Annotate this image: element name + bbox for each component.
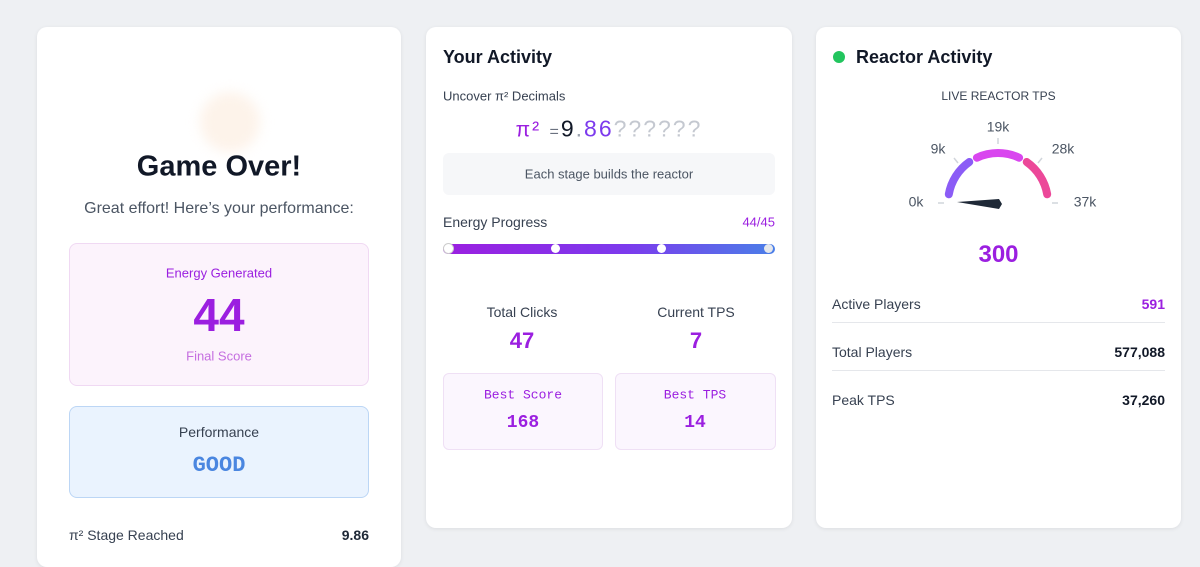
known-decimals: 86 <box>584 115 614 142</box>
note: Each stage builds the reactor <box>524 166 694 182</box>
blurred-icon <box>200 92 260 152</box>
gauge-segment <box>972 149 1024 162</box>
stage-label: π² Stage Reached <box>69 527 184 543</box>
stat-label: Current TPS <box>657 304 735 320</box>
integer-digit: 9 <box>560 115 576 142</box>
stat-value: 47 <box>509 328 535 353</box>
energy-label: Energy Generated <box>165 265 273 281</box>
gauge-value: 300 <box>978 241 1019 268</box>
title: Game Over! <box>136 150 302 183</box>
performance-box <box>69 406 369 498</box>
performance-label: Performance <box>178 424 260 440</box>
best-label: Best Score <box>483 387 562 403</box>
progress-bar <box>443 244 775 254</box>
performance-value: GOOD <box>192 453 246 478</box>
hidden-decimals: ?????? <box>613 115 703 142</box>
progress-dot <box>657 244 666 253</box>
reactor-card <box>816 27 1181 528</box>
row-label: Peak TPS <box>832 392 895 408</box>
pi-symbol: π² <box>515 118 542 142</box>
divider <box>832 322 1165 323</box>
best-value: 14 <box>684 413 706 433</box>
decimals-label: Uncover π² Decimals <box>443 88 566 104</box>
note-box <box>443 153 775 195</box>
gauge-tick-label: 0k <box>909 194 925 210</box>
gauge-tick-label: 37k <box>1074 194 1098 210</box>
best-box <box>443 373 603 450</box>
row-label: Active Players <box>832 296 921 312</box>
stage-value: 9.86 <box>341 527 369 543</box>
progress-dot <box>551 244 560 253</box>
energy-box <box>69 243 369 386</box>
gauge-tick-label: 19k <box>987 119 1011 135</box>
best-box <box>615 373 776 450</box>
best-label: Best TPS <box>663 387 727 403</box>
row-value: 577,088 <box>1114 344 1165 360</box>
reactor-title: Reactor Activity <box>856 47 993 67</box>
gauge-tick <box>953 157 959 164</box>
activity-title: Your Activity <box>443 47 553 67</box>
progress-dot <box>444 244 453 253</box>
pi-row: π² =9.86?????? <box>426 115 792 142</box>
progress-label: Energy Progress <box>443 214 548 230</box>
gauge: 0k 9k 19k 28k 37k <box>909 119 1098 210</box>
row-value: 591 <box>1141 296 1165 312</box>
gauge-label: LIVE REACTOR TPS <box>941 89 1056 103</box>
row-value: 37,260 <box>1122 392 1165 408</box>
energy-caption: Final Score <box>186 348 252 364</box>
gauge-segment <box>1022 158 1052 199</box>
stat-value: 7 <box>689 328 703 353</box>
gauge-tick <box>1037 157 1043 164</box>
page: Game Over! Great effort! Here’s your per… <box>37 27 1181 567</box>
best-value: 168 <box>506 413 540 433</box>
equals: = <box>549 123 561 141</box>
row-label: Total Players <box>832 344 913 360</box>
subtitle: Great effort! Here’s your performance: <box>84 200 354 217</box>
progress-value: 44/45 <box>742 214 775 230</box>
gauge-needle <box>957 199 1002 209</box>
gauge-segment <box>944 158 974 199</box>
stat-label: Total Clicks <box>486 304 558 320</box>
gauge-tick-label: 28k <box>1052 141 1076 157</box>
live-dot <box>833 51 845 63</box>
divider <box>832 370 1165 371</box>
decimal-point: . <box>575 115 585 142</box>
progress-dot <box>764 244 773 253</box>
energy-value: 44 <box>193 289 245 341</box>
gauge-tick-label: 9k <box>931 141 947 157</box>
